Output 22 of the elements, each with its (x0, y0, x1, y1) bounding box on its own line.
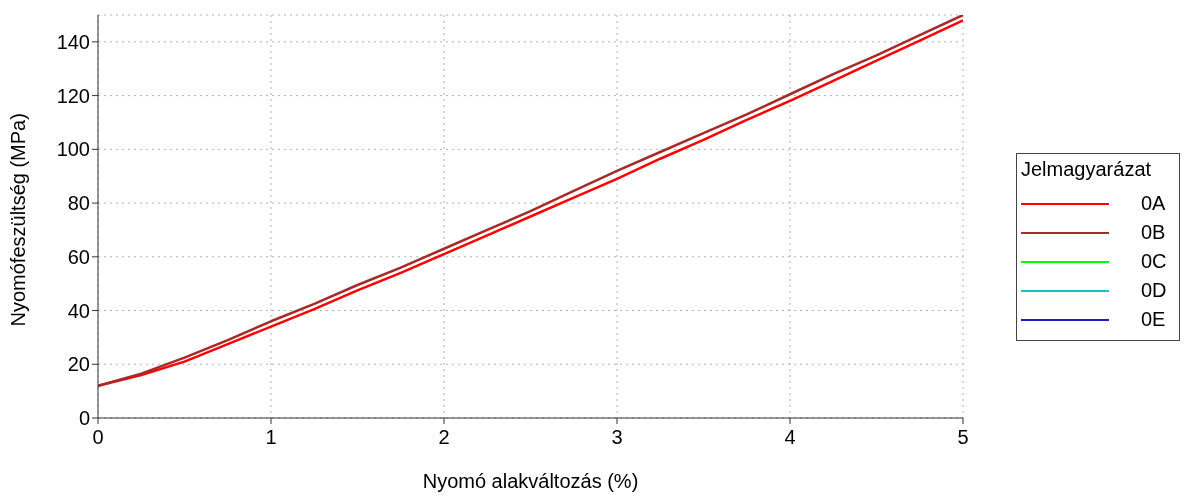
legend-title: Jelmagyarázat (1021, 158, 1153, 181)
x-tick-label: 4 (784, 426, 796, 449)
y-tick-label: 60 (67, 245, 90, 268)
y-tick-label: 0 (78, 407, 90, 430)
y-tick-label: 40 (67, 299, 90, 322)
legend-label: 0B (1141, 221, 1166, 244)
legend-label: 0C (1141, 250, 1167, 273)
x-tick-label: 1 (265, 426, 277, 449)
y-tick-label: 140 (56, 30, 90, 53)
legend-label: 0E (1141, 308, 1166, 331)
y-tick-label: 100 (56, 138, 90, 161)
x-tick-label: 0 (92, 426, 104, 449)
y-axis-title: Nyomófeszültség (MPa) (7, 113, 30, 327)
x-tick-label: 5 (957, 426, 969, 449)
x-axis-title: Nyomó alakváltozás (%) (422, 470, 639, 492)
y-tick-label: 80 (67, 192, 90, 215)
x-tick-label: 3 (611, 426, 623, 449)
x-tick-label: 2 (438, 426, 450, 449)
y-tick-label: 120 (56, 84, 90, 107)
legend-label: 0A (1141, 192, 1166, 215)
legend-label: 0D (1141, 279, 1167, 302)
y-tick-label: 20 (67, 353, 90, 376)
